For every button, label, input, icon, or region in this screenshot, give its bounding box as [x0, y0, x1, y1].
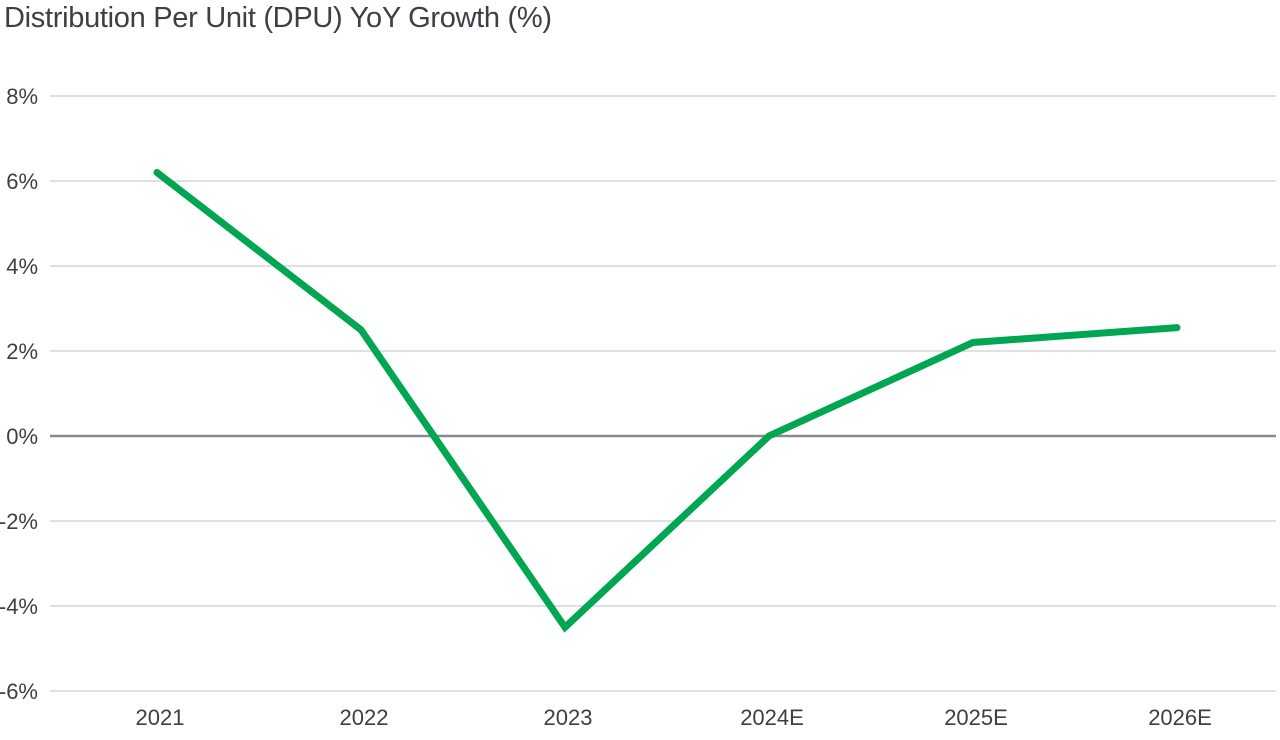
- y-tick-label: 0%: [6, 424, 38, 449]
- chart-title: Distribution Per Unit (DPU) YoY Growth (…: [4, 2, 552, 34]
- x-tick-label: 2022: [340, 705, 389, 730]
- x-tick-label: 2025E: [944, 705, 1008, 730]
- x-tick-label: 2021: [136, 705, 185, 730]
- y-tick-label: -4%: [0, 594, 38, 619]
- y-tick-label: -2%: [0, 509, 38, 534]
- y-tick-label: 2%: [6, 339, 38, 364]
- y-tick-label: 4%: [6, 254, 38, 279]
- series-line: [153, 169, 1181, 633]
- x-tick-label: 2024E: [740, 705, 804, 730]
- y-tick-label: 6%: [6, 169, 38, 194]
- y-tick-label: 8%: [6, 84, 38, 109]
- x-tick-label: 2026E: [1148, 705, 1212, 730]
- series-lines: [153, 169, 1181, 633]
- gridlines: [50, 95, 1276, 692]
- x-axis-tick-labels: 2021 2022 2023 2024E 2025E 2026E: [136, 705, 1212, 730]
- x-tick-label: 2023: [544, 705, 593, 730]
- y-axis-tick-labels: 8% 6% 4% 2% 0% -2% -4% -6%: [0, 84, 38, 704]
- y-tick-label: -6%: [0, 679, 38, 704]
